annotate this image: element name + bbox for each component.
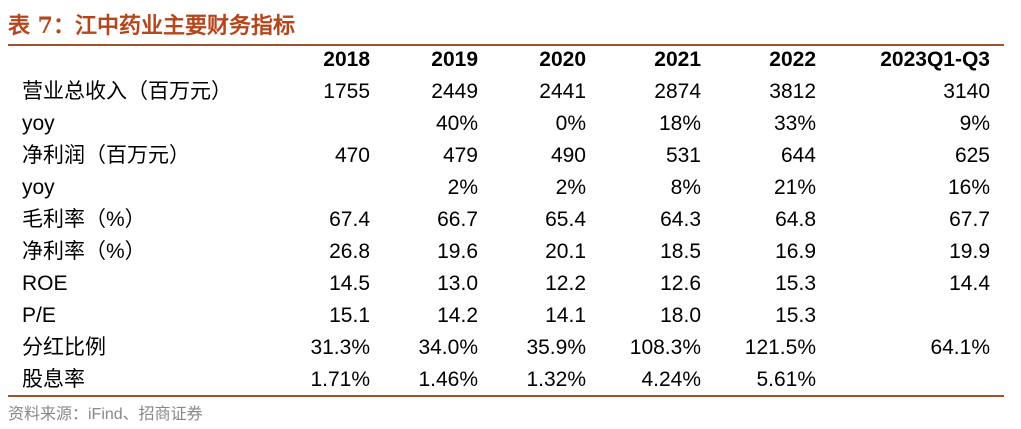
table-cell: 490 (550, 144, 586, 167)
table-cell: 65.4 (545, 208, 586, 231)
row-label: 分红比例 (22, 336, 106, 359)
bottom-rule (8, 395, 1004, 397)
table-cell: 5.61% (756, 368, 816, 391)
column-header: 2020 (539, 48, 586, 71)
table-cell: 9% (959, 112, 990, 135)
table-cell: 16.9 (775, 240, 816, 263)
table-cell: 64.1% (930, 336, 990, 359)
table-cell: 15.1 (329, 304, 370, 327)
table-cell: 18% (658, 112, 701, 135)
table-cell: 14.1 (545, 304, 586, 327)
row-label: P/E (22, 304, 56, 327)
table-cell: 35.9% (526, 336, 586, 359)
table-cell: 1.32% (526, 368, 586, 391)
row-label: 股息率 (22, 368, 85, 391)
table-cell: 18.0 (660, 304, 701, 327)
row-label: yoy (22, 112, 55, 135)
table-cell: 16% (947, 176, 990, 199)
table-cell: 108.3% (629, 336, 701, 359)
table-cell: 4.24% (641, 368, 701, 391)
table-cell: 531 (665, 144, 701, 167)
table-cell: 2449 (431, 80, 478, 103)
table-cell: 64.3 (660, 208, 701, 231)
column-header: 2023Q1-Q3 (880, 48, 990, 71)
table-cell: 1.46% (418, 368, 478, 391)
table-cell: 470 (334, 144, 370, 167)
table-cell: 2441 (539, 80, 586, 103)
row-label: 营业总收入（百万元） (22, 80, 232, 103)
table-cell: 66.7 (437, 208, 478, 231)
table-cell: 64.8 (775, 208, 816, 231)
row-label: yoy (22, 176, 55, 199)
table-cell: 19.6 (437, 240, 478, 263)
table-cell: 3812 (769, 80, 816, 103)
table-cell: 15.3 (775, 272, 816, 295)
table-cell: 14.2 (437, 304, 478, 327)
top-rule (8, 44, 1004, 46)
table-title: 表 7：江中药业主要财务指标 (8, 13, 295, 39)
column-header: 2021 (654, 48, 701, 71)
table-cell: 67.4 (329, 208, 370, 231)
table-cell: 40% (435, 112, 478, 135)
table-cell: 479 (442, 144, 478, 167)
table-cell: 0% (555, 112, 586, 135)
table-cell: 644 (780, 144, 816, 167)
table-cell: 2% (555, 176, 586, 199)
table-cell: 31.3% (310, 336, 370, 359)
table-cell: 20.1 (545, 240, 586, 263)
row-label: 净利率（%） (22, 240, 146, 263)
table-cell: 18.5 (660, 240, 701, 263)
table-cell: 12.6 (660, 272, 701, 295)
column-header: 2018 (323, 48, 370, 71)
row-label: 净利润（百万元） (22, 144, 190, 167)
table-cell: 8% (670, 176, 701, 199)
table-cell: 2874 (654, 80, 701, 103)
table-cell: 121.5% (744, 336, 816, 359)
table-cell: 15.3 (775, 304, 816, 327)
source-note: 资料来源：iFind、招商证券 (8, 406, 203, 423)
row-label: 毛利率（%） (22, 208, 146, 231)
table-cell: 34.0% (418, 336, 478, 359)
column-header: 2022 (769, 48, 816, 71)
table-cell: 14.4 (949, 272, 990, 295)
row-label: ROE (22, 272, 68, 295)
table-cell: 14.5 (329, 272, 370, 295)
table-cell: 19.9 (949, 240, 990, 263)
table-cell: 2% (447, 176, 478, 199)
table-cell: 3140 (943, 80, 990, 103)
table-cell: 26.8 (329, 240, 370, 263)
table-cell: 625 (954, 144, 990, 167)
table-cell: 1755 (323, 80, 370, 103)
column-header: 2019 (431, 48, 478, 71)
table-cell: 33% (773, 112, 816, 135)
table-cell: 67.7 (949, 208, 990, 231)
table-cell: 12.2 (545, 272, 586, 295)
table-cell: 13.0 (437, 272, 478, 295)
table-cell: 1.71% (310, 368, 370, 391)
table-cell: 21% (773, 176, 816, 199)
